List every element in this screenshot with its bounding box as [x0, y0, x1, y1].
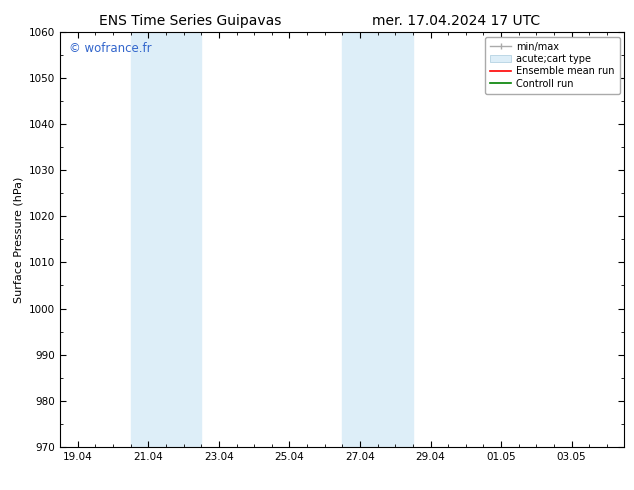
Bar — [131, 32, 201, 447]
Legend: min/max, acute;cart type, Ensemble mean run, Controll run: min/max, acute;cart type, Ensemble mean … — [485, 37, 619, 94]
Bar — [342, 32, 413, 447]
Text: mer. 17.04.2024 17 UTC: mer. 17.04.2024 17 UTC — [372, 14, 541, 28]
Y-axis label: Surface Pressure (hPa): Surface Pressure (hPa) — [13, 176, 23, 302]
Text: ENS Time Series Guipavas: ENS Time Series Guipavas — [99, 14, 281, 28]
Text: © wofrance.fr: © wofrance.fr — [68, 42, 152, 55]
